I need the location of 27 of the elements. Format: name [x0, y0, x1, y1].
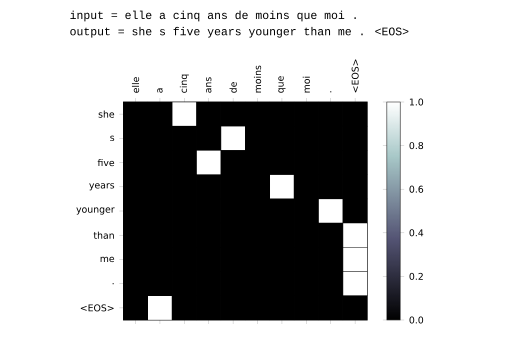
- y-tick-label: s: [110, 136, 114, 142]
- x-tick-label: a: [157, 88, 163, 93]
- x-tick-label: ans: [206, 77, 212, 93]
- x-tick-label: <EOS>: [352, 59, 359, 92]
- color-bar-label: 0.8: [410, 142, 424, 150]
- color-bar-label: 0.4: [410, 229, 424, 236]
- x-tick-label: elle: [132, 77, 140, 93]
- x-tick-label: .: [330, 91, 332, 92]
- x-tick-label: moins: [254, 66, 262, 92]
- y-tick-label: five: [98, 158, 114, 166]
- y-tick-label: me: [100, 256, 114, 262]
- color-bar-label: 0.0: [410, 316, 424, 324]
- x-tick-label: de: [230, 82, 237, 93]
- y-tick-label: than: [94, 232, 114, 239]
- x-tick-label: moi: [302, 76, 310, 92]
- x-tick-label: que: [278, 76, 286, 93]
- y-tick-label: she: [98, 110, 114, 118]
- y-tick-label: <EOS>: [80, 304, 114, 312]
- color-bar-label: 1.0: [410, 98, 424, 106]
- color-bar-label: 0.2: [410, 272, 423, 280]
- y-tick-label: years: [89, 183, 114, 190]
- y-tick-label: younger: [76, 207, 115, 215]
- y-tick-label: .: [112, 283, 114, 284]
- text: input = elle a cinq ans de moins que moi .: [70, 10, 356, 22]
- color-bar-label: 0.6: [410, 186, 424, 193]
- x-tick-label: cinq: [180, 74, 189, 93]
- text: output = she s five years younger than me . <EOS>: [70, 26, 408, 38]
